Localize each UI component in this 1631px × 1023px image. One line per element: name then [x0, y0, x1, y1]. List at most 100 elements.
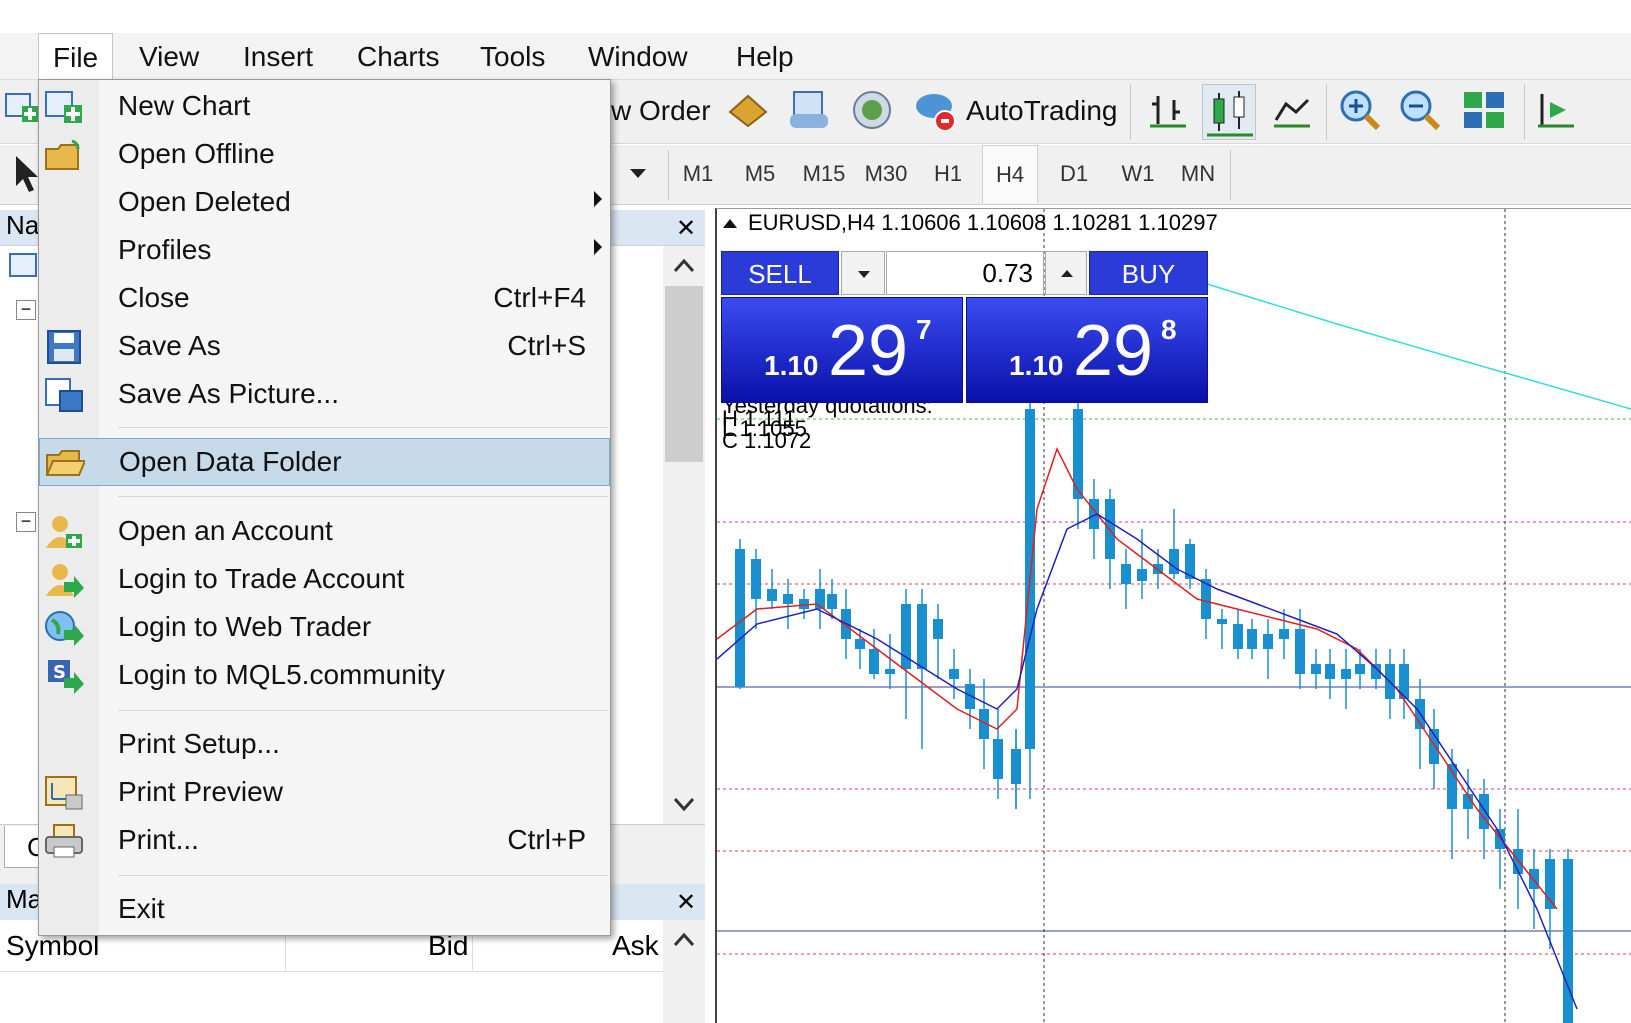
menu-open-deleted[interactable]: Open Deleted: [39, 179, 610, 227]
file-menu: New Chart Open Offline Open Deleted Prof…: [38, 79, 611, 936]
menu-save-as-picture[interactable]: Save As Picture...: [39, 371, 610, 419]
period-m15[interactable]: M15: [802, 161, 846, 186]
cursor-icon[interactable]: [8, 152, 40, 196]
add-user-icon: [44, 514, 84, 550]
candle-body: [799, 599, 809, 609]
candle-body: [815, 589, 825, 609]
menu-login-trade-account[interactable]: Login to Trade Account: [39, 556, 610, 604]
zoom-in-icon[interactable]: [1338, 88, 1382, 132]
menu-window[interactable]: Window: [588, 41, 688, 72]
candle-body: [933, 619, 943, 639]
candle-body: [1463, 794, 1473, 809]
navigator-scroll-thumb[interactable]: [665, 286, 703, 462]
candle-body: [1105, 499, 1115, 559]
chevron-down-icon[interactable]: [628, 166, 648, 180]
menu-separator: [118, 427, 608, 428]
zoom-out-icon[interactable]: [1398, 88, 1442, 132]
menu-new-chart[interactable]: New Chart: [39, 83, 610, 131]
menu-login-mql5[interactable]: S Login to MQL5.community: [39, 652, 610, 700]
tree-collapse-icon[interactable]: −: [16, 512, 36, 532]
slow-moving-average: [717, 513, 1578, 1010]
market-watch-close-icon[interactable]: ✕: [676, 889, 697, 916]
chevron-up-icon[interactable]: [672, 256, 696, 276]
tree-collapse-icon[interactable]: −: [16, 300, 36, 320]
new-chart-icon: [44, 89, 84, 125]
menu-help[interactable]: Help: [736, 41, 794, 72]
toolbar-separator: [1230, 150, 1231, 200]
signals-icon[interactable]: [850, 88, 894, 132]
candle-body: [1295, 629, 1305, 674]
menu-login-web-trader[interactable]: Login to Web Trader: [39, 604, 610, 652]
menu-shortcut: Ctrl+P: [507, 824, 586, 855]
new-order-button[interactable]: w Order: [611, 95, 711, 126]
menu-exit[interactable]: Exit: [39, 886, 610, 934]
menu-separator: [118, 710, 608, 711]
menu-tools[interactable]: Tools: [480, 41, 546, 72]
volume-increase-button[interactable]: [1045, 251, 1087, 295]
menu-print-preview[interactable]: Print Preview: [39, 769, 610, 817]
buy-button[interactable]: BUY: [1089, 251, 1208, 295]
menu-open-data-folder[interactable]: Open Data Folder: [39, 438, 610, 486]
menu-view[interactable]: View: [139, 41, 200, 72]
menu-open-account[interactable]: Open an Account: [39, 508, 610, 556]
period-m1[interactable]: M1: [682, 161, 714, 186]
price-chart[interactable]: [717, 209, 1631, 1023]
candle-body: [1169, 549, 1179, 574]
bid-price-pips: 29: [828, 311, 909, 391]
bar-chart-icon[interactable]: [1148, 90, 1188, 130]
column-divider: [472, 924, 473, 970]
menu-print[interactable]: Print... Ctrl+P: [39, 817, 610, 865]
menu-insert[interactable]: Insert: [243, 41, 314, 72]
candle-body: [885, 669, 895, 674]
menu-label: Print Preview: [118, 776, 283, 807]
toolbar-separator: [668, 150, 669, 200]
column-divider: [285, 924, 286, 970]
bid-price-button[interactable]: 1.10 29 7: [721, 297, 963, 403]
candle-body: [1355, 664, 1365, 674]
line-chart-icon[interactable]: [1272, 90, 1312, 130]
navigator-close-icon[interactable]: ✕: [676, 215, 697, 242]
menu-save-as[interactable]: Save As Ctrl+S: [39, 323, 610, 371]
menu-label: Login to Web Trader: [118, 611, 372, 642]
menu-label: Print Setup...: [118, 728, 280, 759]
menu-label: Open an Account: [118, 515, 333, 546]
candle-body: [827, 594, 837, 609]
ask-price-button[interactable]: 1.10 29 8: [966, 297, 1208, 403]
candle-body: [965, 684, 975, 709]
menu-profiles[interactable]: Profiles: [39, 227, 610, 275]
ask-price-pips: 29: [1073, 311, 1154, 391]
period-mn[interactable]: MN: [1180, 161, 1216, 186]
menu-open-offline[interactable]: Open Offline: [39, 131, 610, 179]
new-chart-toolbar-icon[interactable]: [4, 90, 40, 126]
chevron-up-icon[interactable]: [672, 930, 696, 950]
globe-icon: [44, 610, 84, 646]
buy-sell-icon[interactable]: [726, 90, 770, 130]
chevron-down-icon[interactable]: [672, 794, 696, 814]
period-m5[interactable]: M5: [744, 161, 776, 186]
period-d1[interactable]: D1: [1059, 161, 1089, 186]
period-h1[interactable]: H1: [933, 161, 963, 186]
candle-body: [1545, 859, 1555, 909]
sell-button[interactable]: SELL: [721, 251, 839, 295]
yesterday-close-label: C 1.1072: [722, 428, 812, 453]
autotrading-button[interactable]: AutoTrading: [966, 95, 1118, 126]
menu-label: Profiles: [118, 234, 212, 265]
chart-shift-icon[interactable]: [1536, 90, 1576, 130]
candle-body: [1185, 544, 1195, 579]
period-h4[interactable]: H4: [982, 145, 1038, 203]
period-w1[interactable]: W1: [1121, 161, 1155, 186]
autotrading-icon[interactable]: [912, 88, 958, 134]
period-m30[interactable]: M30: [864, 161, 908, 186]
tile-windows-icon[interactable]: [1462, 88, 1506, 132]
candle-body: [979, 709, 989, 739]
chart-collapse-icon[interactable]: [722, 216, 738, 228]
menu-file[interactable]: File: [38, 33, 114, 80]
market-watch-icon[interactable]: [788, 88, 830, 132]
volume-input[interactable]: 0.73: [886, 251, 1044, 295]
menu-close[interactable]: Close Ctrl+F4: [39, 275, 610, 323]
candlestick-chart-icon[interactable]: [1202, 84, 1256, 140]
menu-charts[interactable]: Charts: [357, 41, 440, 72]
volume-decrease-button[interactable]: [841, 251, 885, 295]
menu-print-setup[interactable]: Print Setup...: [39, 721, 610, 769]
column-ask[interactable]: Ask: [612, 930, 659, 961]
